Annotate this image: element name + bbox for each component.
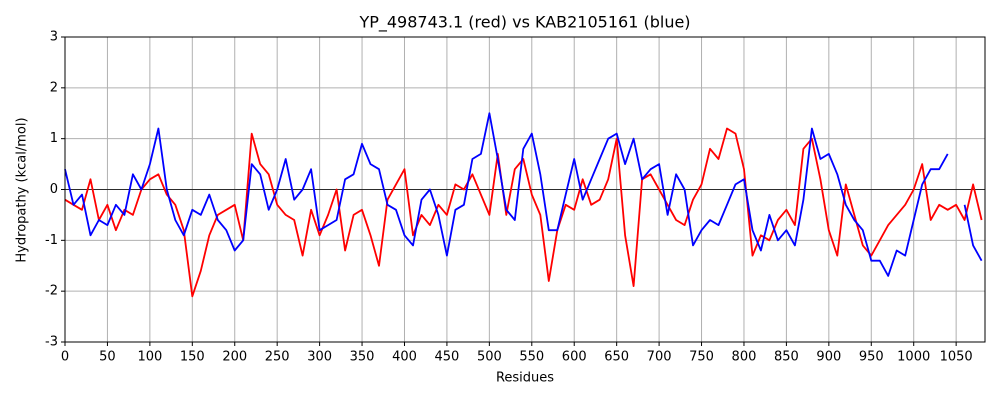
x-tick-label: 850	[774, 350, 799, 365]
y-tick-label: 3	[50, 30, 58, 45]
x-tick-label: 650	[604, 350, 629, 365]
y-tick-label: 0	[50, 182, 58, 197]
plot-frame	[64, 36, 986, 343]
chart-title: YP_498743.1 (red) vs KAB2105161 (blue)	[358, 13, 690, 33]
series-line	[64, 127, 983, 298]
x-tick-label: 300	[307, 350, 332, 365]
x-tick-label: 1050	[940, 350, 973, 365]
y-tick-label: -2	[45, 284, 58, 299]
x-tick-label: 50	[99, 350, 116, 365]
series-line	[64, 112, 983, 277]
x-tick-label: 1000	[897, 350, 930, 365]
y-tick-label: -1	[45, 233, 58, 248]
y-axis-label: Hydropathy (kcal/mol)	[15, 117, 30, 262]
x-tick-label: 350	[350, 350, 375, 365]
x-tick-label: 150	[180, 350, 205, 365]
x-tick-label: 550	[519, 350, 544, 365]
x-tick-label: 800	[732, 350, 757, 365]
x-tick-label: 450	[435, 350, 460, 365]
x-tick-label: 700	[647, 350, 672, 365]
x-tick-label: 950	[859, 350, 884, 365]
x-tick-label: 200	[222, 350, 247, 365]
x-tick-label: 600	[562, 350, 587, 365]
y-tick-label: 1	[50, 131, 58, 146]
x-tick-label: 250	[265, 350, 290, 365]
x-axis-label: Residues	[496, 371, 554, 386]
y-tick-label: -3	[45, 335, 58, 350]
x-tick-label: 400	[392, 350, 417, 365]
y-tick-label: 2	[50, 80, 58, 95]
x-tick-label: 500	[477, 350, 502, 365]
x-tick-label: 100	[137, 350, 162, 365]
x-tick-label: 900	[816, 350, 841, 365]
x-tick-label: 0	[61, 350, 69, 365]
x-tick-label: 750	[689, 350, 714, 365]
